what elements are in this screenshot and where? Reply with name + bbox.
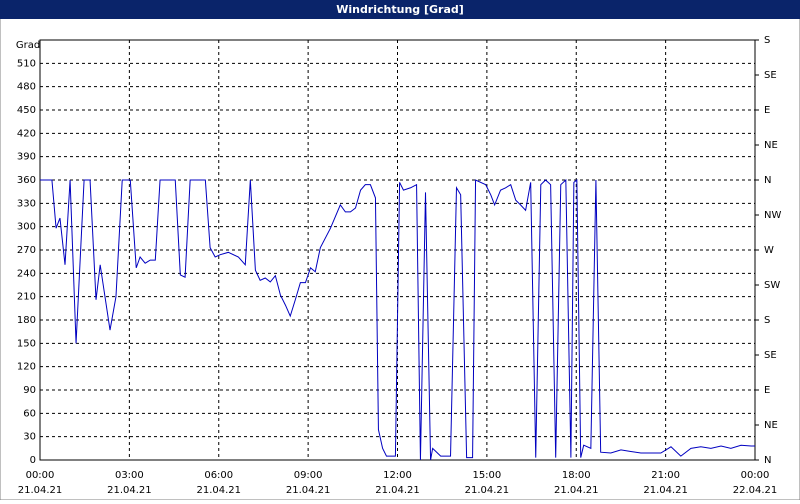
- x-tick-label: 18:00: [562, 470, 591, 481]
- y-tick-label: 240: [17, 268, 36, 279]
- y-tick-label: 510: [17, 58, 36, 69]
- x-tick-date: 21.04.21: [196, 485, 241, 496]
- y-tick-label: 90: [23, 385, 36, 396]
- x-tick-date: 21.04.21: [643, 485, 688, 496]
- x-tick-date: 21.04.21: [465, 485, 510, 496]
- x-tick-date: 21.04.21: [286, 485, 331, 496]
- y2-tick-label: W: [764, 245, 774, 256]
- title-bar: [0, 0, 800, 19]
- y-tick-label: 150: [17, 338, 36, 349]
- y2-tick-label: NW: [764, 210, 781, 221]
- x-tick-label: 21:00: [651, 470, 680, 481]
- y2-tick-label: N: [764, 455, 771, 466]
- y-tick-label: 210: [17, 292, 36, 303]
- y2-tick-label: SE: [764, 350, 777, 361]
- y-tick-label: 390: [17, 152, 36, 163]
- y2-tick-label: N: [764, 175, 771, 186]
- y-tick-label: 480: [17, 82, 36, 93]
- x-tick-label: 00:00: [26, 470, 55, 481]
- y2-tick-label: SE: [764, 70, 777, 81]
- y2-tick-label: NE: [764, 420, 778, 431]
- y-tick-label: 360: [17, 175, 36, 186]
- y2-tick-label: S: [764, 35, 770, 46]
- x-tick-label: 12:00: [383, 470, 412, 481]
- y-tick-label: 0: [30, 455, 36, 466]
- y2-tick-label: E: [764, 385, 770, 396]
- x-tick-label: 03:00: [115, 470, 144, 481]
- x-tick-label: 09:00: [294, 470, 323, 481]
- x-tick-date: 21.04.21: [18, 485, 63, 496]
- x-tick-date: 21.04.21: [107, 485, 152, 496]
- y-tick-label: 120: [17, 362, 36, 373]
- y-tick-label: 450: [17, 105, 36, 116]
- chart-title: Windrichtung [Grad]: [336, 3, 464, 16]
- x-tick-date: 22.04.21: [733, 485, 778, 496]
- y-tick-label: 270: [17, 245, 36, 256]
- y2-tick-label: S: [764, 315, 770, 326]
- y-tick-label: 300: [17, 222, 36, 233]
- line-series: [40, 178, 755, 461]
- y-axis-label: Grad: [16, 40, 40, 51]
- x-tick-date: 21.04.21: [554, 485, 599, 496]
- x-tick-label: 15:00: [472, 470, 501, 481]
- y-tick-label: 180: [17, 315, 36, 326]
- y-tick-label: 420: [17, 128, 36, 139]
- x-tick-label: 00:00: [741, 470, 770, 481]
- y-tick-label: 330: [17, 198, 36, 209]
- y2-tick-label: NE: [764, 140, 778, 151]
- x-tick-date: 21.04.21: [375, 485, 420, 496]
- y-tick-label: 60: [23, 408, 36, 419]
- y2-tick-label: SW: [764, 280, 780, 291]
- y2-tick-label: E: [764, 105, 770, 116]
- y-tick-label: 30: [23, 432, 36, 443]
- x-tick-label: 06:00: [204, 470, 233, 481]
